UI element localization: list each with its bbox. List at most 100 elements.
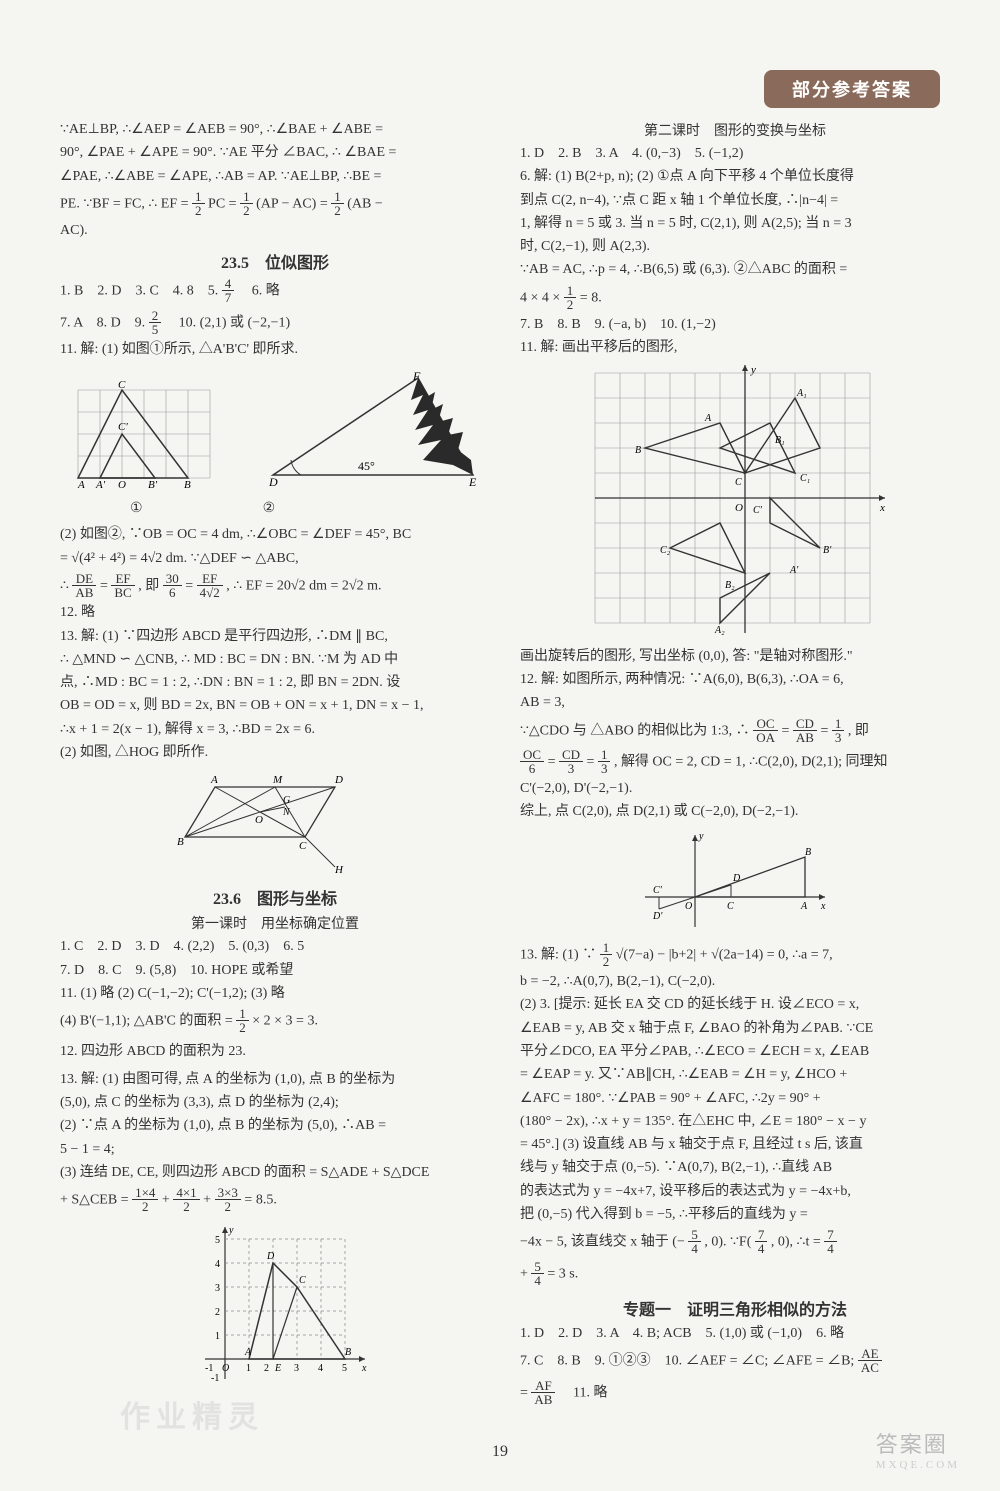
svg-text:A: A xyxy=(704,413,712,424)
text: (2) 如图②, ∵OB = OC = 4 dm, ∴∠OBC = ∠DEF =… xyxy=(60,525,490,545)
text: 线与 y 轴交于点 (0,−5). ∵A(0,7), B(2,−1), ∴直线 … xyxy=(520,1158,950,1178)
svg-text:A': A' xyxy=(95,479,106,490)
svg-text:H: H xyxy=(334,864,344,876)
text: 时, C(2,−1), 则 A(2,3). xyxy=(520,237,950,257)
figure-1: A A' O B' B C C' xyxy=(68,380,228,490)
svg-text:x: x xyxy=(820,901,826,912)
svg-text:A₁: A₁ xyxy=(796,388,807,399)
svg-text:C: C xyxy=(727,901,734,912)
text: 到点 C(2, n−4), ∵点 C 距 x 轴 1 个单位长度, ∴|n−4|… xyxy=(520,191,950,211)
svg-text:45°: 45° xyxy=(358,459,375,473)
svg-text:O: O xyxy=(735,502,743,514)
svg-text:B': B' xyxy=(148,479,158,490)
svg-text:-1: -1 xyxy=(211,1373,219,1384)
text: + 54 = 3 s. xyxy=(520,1260,950,1288)
section-title: 23.6 图形与坐标 xyxy=(60,885,490,909)
text: 5 − 1 = 4; xyxy=(60,1140,490,1160)
svg-text:2: 2 xyxy=(264,1363,269,1374)
svg-text:D: D xyxy=(732,873,741,884)
figure-grid-big: x y O A B C A₁ B₁ C₁ C' B' A' C₂ B₂ A₂ xyxy=(575,363,895,643)
text: 4 × 4 × 12 = 8. xyxy=(520,284,950,312)
text: 6. 解: (1) B(2+p, n); (2) ①点 A 向下平移 4 个单位… xyxy=(520,167,950,187)
text: OC6 = CD3 = 13 , 解得 OC = 2, CD = 1, ∴C(2… xyxy=(520,748,950,776)
text: 13. 解: (1) 由图可得, 点 A 的坐标为 (1,0), 点 B 的坐标… xyxy=(60,1070,490,1090)
svg-text:E: E xyxy=(468,475,477,489)
text: = √(4² + 4²) = 4√2 dm. ∵△DEF ∽ △ABC, xyxy=(60,549,490,569)
svg-text:3: 3 xyxy=(294,1363,299,1374)
answers: 7. C 8. B 9. ①②③ 10. ∠AEF = ∠C; ∠AFE = ∠… xyxy=(520,1347,950,1375)
header-badge: 部分参考答案 xyxy=(764,70,940,108)
watermark-logo: 答案圈 MXQE.COM xyxy=(876,1427,960,1471)
svg-text:A: A xyxy=(800,901,808,912)
svg-text:C: C xyxy=(299,1275,306,1286)
svg-text:y: y xyxy=(228,1225,234,1236)
text: ∴ DEAB = EFBC , 即 306 = EF4√2 , ∴ EF = 2… xyxy=(60,572,490,600)
section-title: 23.5 位似图形 xyxy=(60,249,490,273)
watermark: 作业精灵 xyxy=(120,1392,264,1436)
text: AB = 3, xyxy=(520,693,950,713)
text: PE. ∵BF = FC, ∴ EF = 12 PC = 12 (AP − AC… xyxy=(60,190,490,218)
svg-text:4: 4 xyxy=(215,1259,220,1270)
svg-text:1: 1 xyxy=(246,1363,251,1374)
subtitle: 第二课时 图形的变换与坐标 xyxy=(520,120,950,140)
text: (2) 3. [提示: 延长 EA 交 CD 的延长线于 H. 设∠ECO = … xyxy=(520,995,950,1015)
text: 点, ∴MD : BC = 1 : 2, ∴DN : BN = 1 : 2, 即… xyxy=(60,673,490,693)
svg-text:M: M xyxy=(272,774,283,786)
svg-text:B: B xyxy=(184,479,191,490)
svg-text:D: D xyxy=(268,475,278,489)
text: 12. 四边形 ABCD 的面积为 23. xyxy=(60,1042,490,1062)
figure-label: ② xyxy=(263,500,276,517)
text: ∵AE⊥BP, ∴∠AEP = ∠AEB = 90°, ∴∠BAE + ∠ABE… xyxy=(60,120,490,140)
text: = 45°.] (3) 设直线 AB 与 x 轴交于点 F, 且经过 t s 后… xyxy=(520,1135,950,1155)
svg-text:5: 5 xyxy=(215,1235,220,1246)
svg-text:B: B xyxy=(805,847,811,858)
svg-text:O: O xyxy=(118,479,126,490)
left-column: ∵AE⊥BP, ∴∠AEP = ∠AEB = 90°, ∴∠BAE + ∠ABE… xyxy=(60,120,490,1410)
text: ∵△CDO 与 △ABO 的相似比为 1:3, ∴ OCOA = CDAB = … xyxy=(520,717,950,745)
svg-text:C: C xyxy=(118,380,126,391)
text: 画出旋转后的图形, 写出坐标 (0,0), 答: "是轴对称图形." xyxy=(520,647,950,667)
text: 综上, 点 C(2,0), 点 D(2,1) 或 C(−2,0), D(−2,−… xyxy=(520,802,950,822)
svg-text:A₂: A₂ xyxy=(714,625,725,636)
section-title: 专题一 证明三角形相似的方法 xyxy=(520,1296,950,1320)
text: (3) 连结 DE, CE, 则四边形 ABCD 的面积 = S△ADE + S… xyxy=(60,1163,490,1183)
text: 的表达式为 y = −4x+7, 设平移后的表达式为 y = −4x+b, xyxy=(520,1182,950,1202)
text: + S△CEB = 1×42 + 4×12 + 3×32 = 8.5. xyxy=(60,1186,490,1214)
svg-text:O: O xyxy=(222,1363,229,1374)
text: 11. 解: (1) 如图①所示, △A'B'C' 即所求. xyxy=(60,340,490,360)
text: ∠EAB = y, AB 交 x 轴于点 F, ∠BAO 的补角为∠PAB. ∵… xyxy=(520,1019,950,1039)
svg-text:F: F xyxy=(412,370,421,383)
svg-text:B: B xyxy=(177,836,184,848)
text: ∵AB = AC, ∴p = 4, ∴B(6,5) 或 (6,3). ②△ABC… xyxy=(520,260,950,280)
text: 12. 解: 如图所示, 两种情况: ∵A(6,0), B(6,3), ∴OA … xyxy=(520,670,950,690)
text: 11. 解: 画出平移后的图形, xyxy=(520,338,950,358)
svg-text:x: x xyxy=(361,1363,367,1374)
text: = ∠EAP = y. 又∵AB∥CH, ∴∠EAB = ∠H = y, ∠HC… xyxy=(520,1065,950,1085)
svg-text:4: 4 xyxy=(318,1363,323,1374)
answers: 7. D 8. C 9. (5,8) 10. HOPE 或希望 xyxy=(60,961,490,981)
svg-text:C': C' xyxy=(753,505,763,516)
text: 把 (0,−5) 代入得到 b = −5, ∴平移后的直线为 y = xyxy=(520,1205,950,1225)
figure-2: D E F 45° xyxy=(263,370,483,490)
text: OB = OD = x, 则 BD = 2x, BN = OB + ON = x… xyxy=(60,696,490,716)
answers: 1. D 2. D 3. A 4. B; ACB 5. (1,0) 或 (−1,… xyxy=(520,1324,950,1344)
answers: 7. A 8. D 9. 25 10. (2,1) 或 (−2,−1) xyxy=(60,309,490,337)
text: ∴ △MND ∽ △CNB, ∴ MD : BC = DN : BN. ∵M 为… xyxy=(60,650,490,670)
svg-text:D: D xyxy=(266,1251,275,1262)
svg-text:A: A xyxy=(244,1347,252,1358)
text: (4) B'(−1,1); △AB'C 的面积 = 12 × 2 × 3 = 3… xyxy=(60,1007,490,1035)
svg-text:3: 3 xyxy=(215,1283,220,1294)
svg-text:D: D xyxy=(334,774,343,786)
svg-text:C': C' xyxy=(653,885,663,896)
text: 平分∠DCO, EA 平分∠PAB, ∴∠ECO = ∠ECH = x, ∠EA… xyxy=(520,1042,950,1062)
svg-text:B: B xyxy=(635,445,641,456)
figure-small: x y O A B C D C' D' xyxy=(635,827,835,937)
svg-text:O: O xyxy=(685,901,692,912)
subtitle: 第一课时 用坐标确定位置 xyxy=(60,913,490,933)
svg-text:y: y xyxy=(750,364,756,376)
svg-text:1: 1 xyxy=(215,1331,220,1342)
svg-text:N: N xyxy=(282,807,291,818)
text: (2) 如图, △HOG 即所作. xyxy=(60,743,490,763)
svg-text:2: 2 xyxy=(215,1307,220,1318)
text: −4x − 5, 该直线交 x 轴于 (− 54 , 0). ∵F( 74 , … xyxy=(520,1228,950,1256)
